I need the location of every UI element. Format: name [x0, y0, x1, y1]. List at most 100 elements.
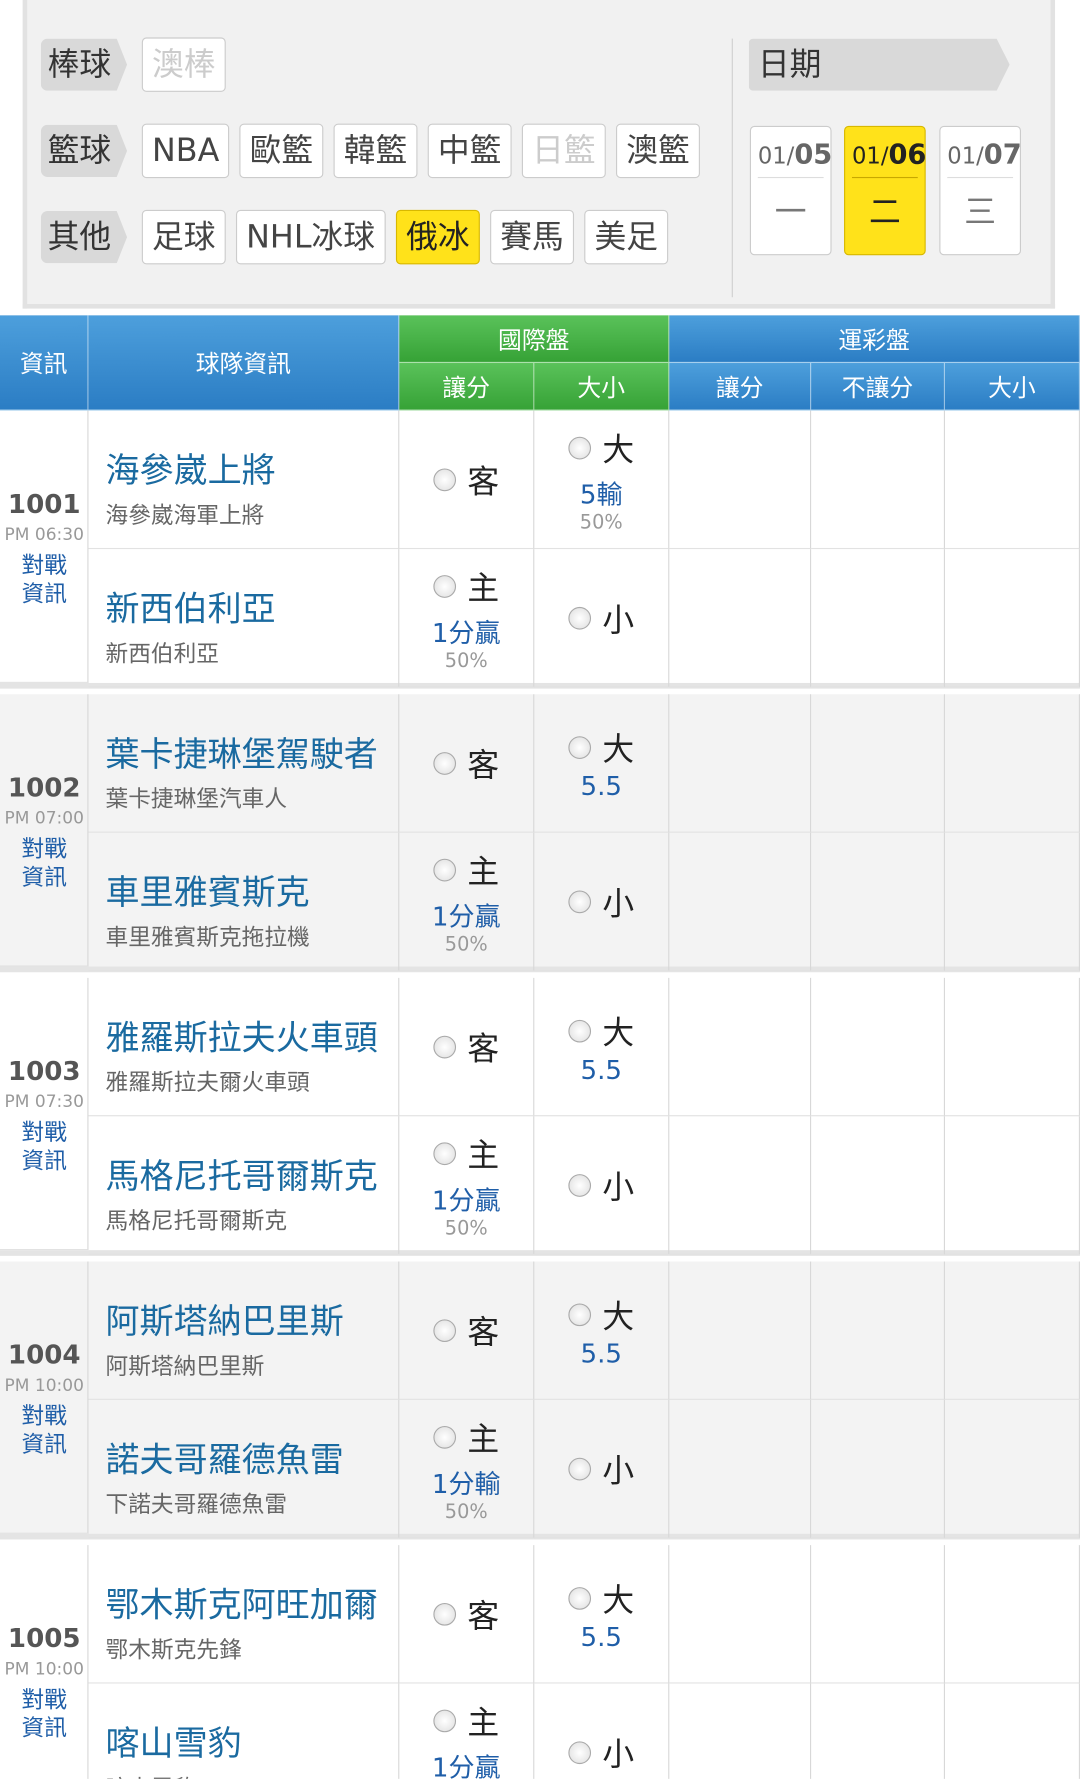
team-name[interactable]: 海參崴上將 — [105, 451, 276, 492]
empty-cell — [944, 694, 1080, 833]
filter-button[interactable]: 中籃 — [427, 123, 512, 179]
filter-button[interactable]: 澳籃 — [616, 123, 700, 179]
odds-cell: 小 — [534, 1116, 670, 1255]
game-number: 1003 — [7, 1057, 81, 1087]
side: 主 — [467, 1703, 500, 1741]
team-cell: 車里雅賓斯克 車里雅賓斯克拖拉機 — [88, 832, 400, 972]
filter-button[interactable]: NBA — [141, 123, 230, 179]
radio-button[interactable] — [433, 1141, 457, 1165]
filter-button[interactable]: 歐籃 — [239, 123, 324, 179]
radio-button[interactable] — [568, 735, 592, 759]
matchup-link[interactable]: 對戰資訊 — [21, 551, 67, 607]
empty-cell — [944, 1399, 1080, 1539]
team-name[interactable]: 鄂木斯克阿旺加爾 — [105, 1585, 378, 1626]
radio-button[interactable] — [568, 1586, 592, 1610]
odds-line: 5.5 — [580, 1055, 622, 1086]
empty-cell — [944, 832, 1080, 972]
empty-cell — [811, 1399, 945, 1539]
odds-cell: 小 — [534, 549, 670, 688]
radio-button[interactable] — [433, 751, 457, 775]
game-block: 1004 PM 10:00 對戰資訊 阿斯塔納巴里斯 阿斯塔納巴里斯客大 5.5 諾夫哥羅德… — [0, 1261, 1080, 1540]
weekday: 三 — [964, 192, 997, 231]
empty-cell — [669, 977, 812, 1117]
side: 大 — [602, 730, 635, 768]
radio-button[interactable] — [433, 1602, 457, 1626]
filter-button[interactable]: NHL冰球 — [235, 209, 386, 265]
team-name[interactable]: 新西伯利亞 — [105, 589, 276, 630]
radio-button[interactable] — [568, 436, 592, 459]
radio-button[interactable] — [568, 1457, 592, 1480]
filter-button[interactable]: 日籃 — [521, 123, 606, 179]
odds-cell: 大 5.5 — [534, 1545, 670, 1684]
radio-button[interactable] — [568, 606, 592, 630]
team-name[interactable]: 喀山雪豹 — [105, 1724, 242, 1765]
radio-button[interactable] — [568, 1302, 592, 1326]
radio-button[interactable] — [568, 1173, 592, 1197]
team-name[interactable]: 阿斯塔納巴里斯 — [105, 1302, 344, 1343]
empty-cell — [811, 694, 945, 833]
odds-cell: 客 — [399, 410, 535, 550]
team-cell: 阿斯塔納巴里斯 阿斯塔納巴里斯 — [88, 1261, 400, 1400]
filter-button[interactable]: 俄冰 — [395, 209, 480, 265]
radio-button[interactable] — [568, 1019, 592, 1042]
game-time: PM 10:00 — [4, 1658, 84, 1679]
side: 小 — [602, 1735, 635, 1773]
odds-line: 5.5 — [580, 1622, 622, 1653]
team-cell: 雅羅斯拉夫火車頭 雅羅斯拉夫爾火車頭 — [88, 977, 400, 1117]
odds-percent: 50% — [444, 649, 488, 673]
radio-button[interactable] — [433, 1318, 457, 1342]
empty-cell — [944, 1116, 1080, 1255]
filter-button[interactable]: 韓籃 — [333, 123, 418, 179]
radio-button[interactable] — [433, 1425, 457, 1449]
date-button[interactable]: 01/05 一 — [749, 125, 832, 256]
team-name[interactable]: 雅羅斯拉夫火車頭 — [105, 1018, 378, 1059]
radio-button[interactable] — [433, 1035, 457, 1058]
matchup-link[interactable]: 對戰資訊 — [21, 834, 67, 891]
team-subname: 下諾夫哥羅德魚雷 — [105, 1490, 288, 1518]
team-name[interactable]: 諾夫哥羅德魚雷 — [105, 1440, 344, 1481]
date-button[interactable]: 01/07 三 — [939, 125, 1022, 256]
filter-button[interactable]: 足球 — [141, 209, 226, 265]
odds-percent: 50% — [579, 511, 623, 534]
matchup-link[interactable]: 對戰資訊 — [21, 1685, 67, 1742]
date-button[interactable]: 01/06 二 — [844, 125, 926, 256]
team-cell: 鄂木斯克阿旺加爾 鄂木斯克先鋒 — [88, 1545, 400, 1684]
radio-button[interactable] — [433, 858, 457, 881]
header-cell: 資訊 — [0, 315, 89, 411]
info-cell: 1002 PM 07:00 對戰資訊 — [0, 694, 89, 967]
matchup-link[interactable]: 對戰資訊 — [21, 1118, 67, 1175]
team-name[interactable]: 馬格尼托哥爾斯克 — [105, 1157, 378, 1197]
side: 主 — [467, 1136, 500, 1174]
empty-cell — [811, 1116, 945, 1255]
odds-cell: 客 — [399, 977, 535, 1117]
odds-cell: 小 — [534, 832, 670, 972]
side: 小 — [602, 600, 635, 639]
filter-button[interactable]: 賽馬 — [490, 209, 575, 265]
odds-line: 1分贏 — [431, 1753, 501, 1779]
odds-cell: 小 — [534, 1683, 670, 1779]
radio-button[interactable] — [433, 574, 457, 598]
odds-line: 1分贏 — [431, 902, 501, 932]
matchup-link[interactable]: 對戰資訊 — [21, 1402, 67, 1458]
filter-button[interactable]: 澳棒 — [141, 37, 226, 92]
filter-button[interactable]: 美足 — [584, 209, 669, 265]
empty-cell — [669, 1116, 812, 1255]
team-name[interactable]: 葉卡捷琳堡駕駛者 — [105, 735, 378, 775]
odds-cell: 大 5.5 — [534, 977, 670, 1117]
radio-button[interactable] — [433, 1709, 457, 1732]
side: 客 — [467, 745, 500, 784]
team-name[interactable]: 車里雅賓斯克 — [105, 873, 310, 914]
month: 01/ — [757, 141, 795, 170]
weekday: 二 — [868, 192, 901, 231]
empty-cell — [811, 410, 945, 550]
radio-button[interactable] — [568, 1740, 592, 1764]
team-subname: 新西伯利亞 — [105, 639, 219, 668]
radio-button[interactable] — [433, 467, 457, 491]
info-cell: 1005 PM 10:00 對戰資訊 — [0, 1545, 89, 1779]
odds-percent: 50% — [444, 1216, 488, 1240]
radio-button[interactable] — [568, 889, 592, 913]
month: 01/ — [851, 141, 889, 170]
